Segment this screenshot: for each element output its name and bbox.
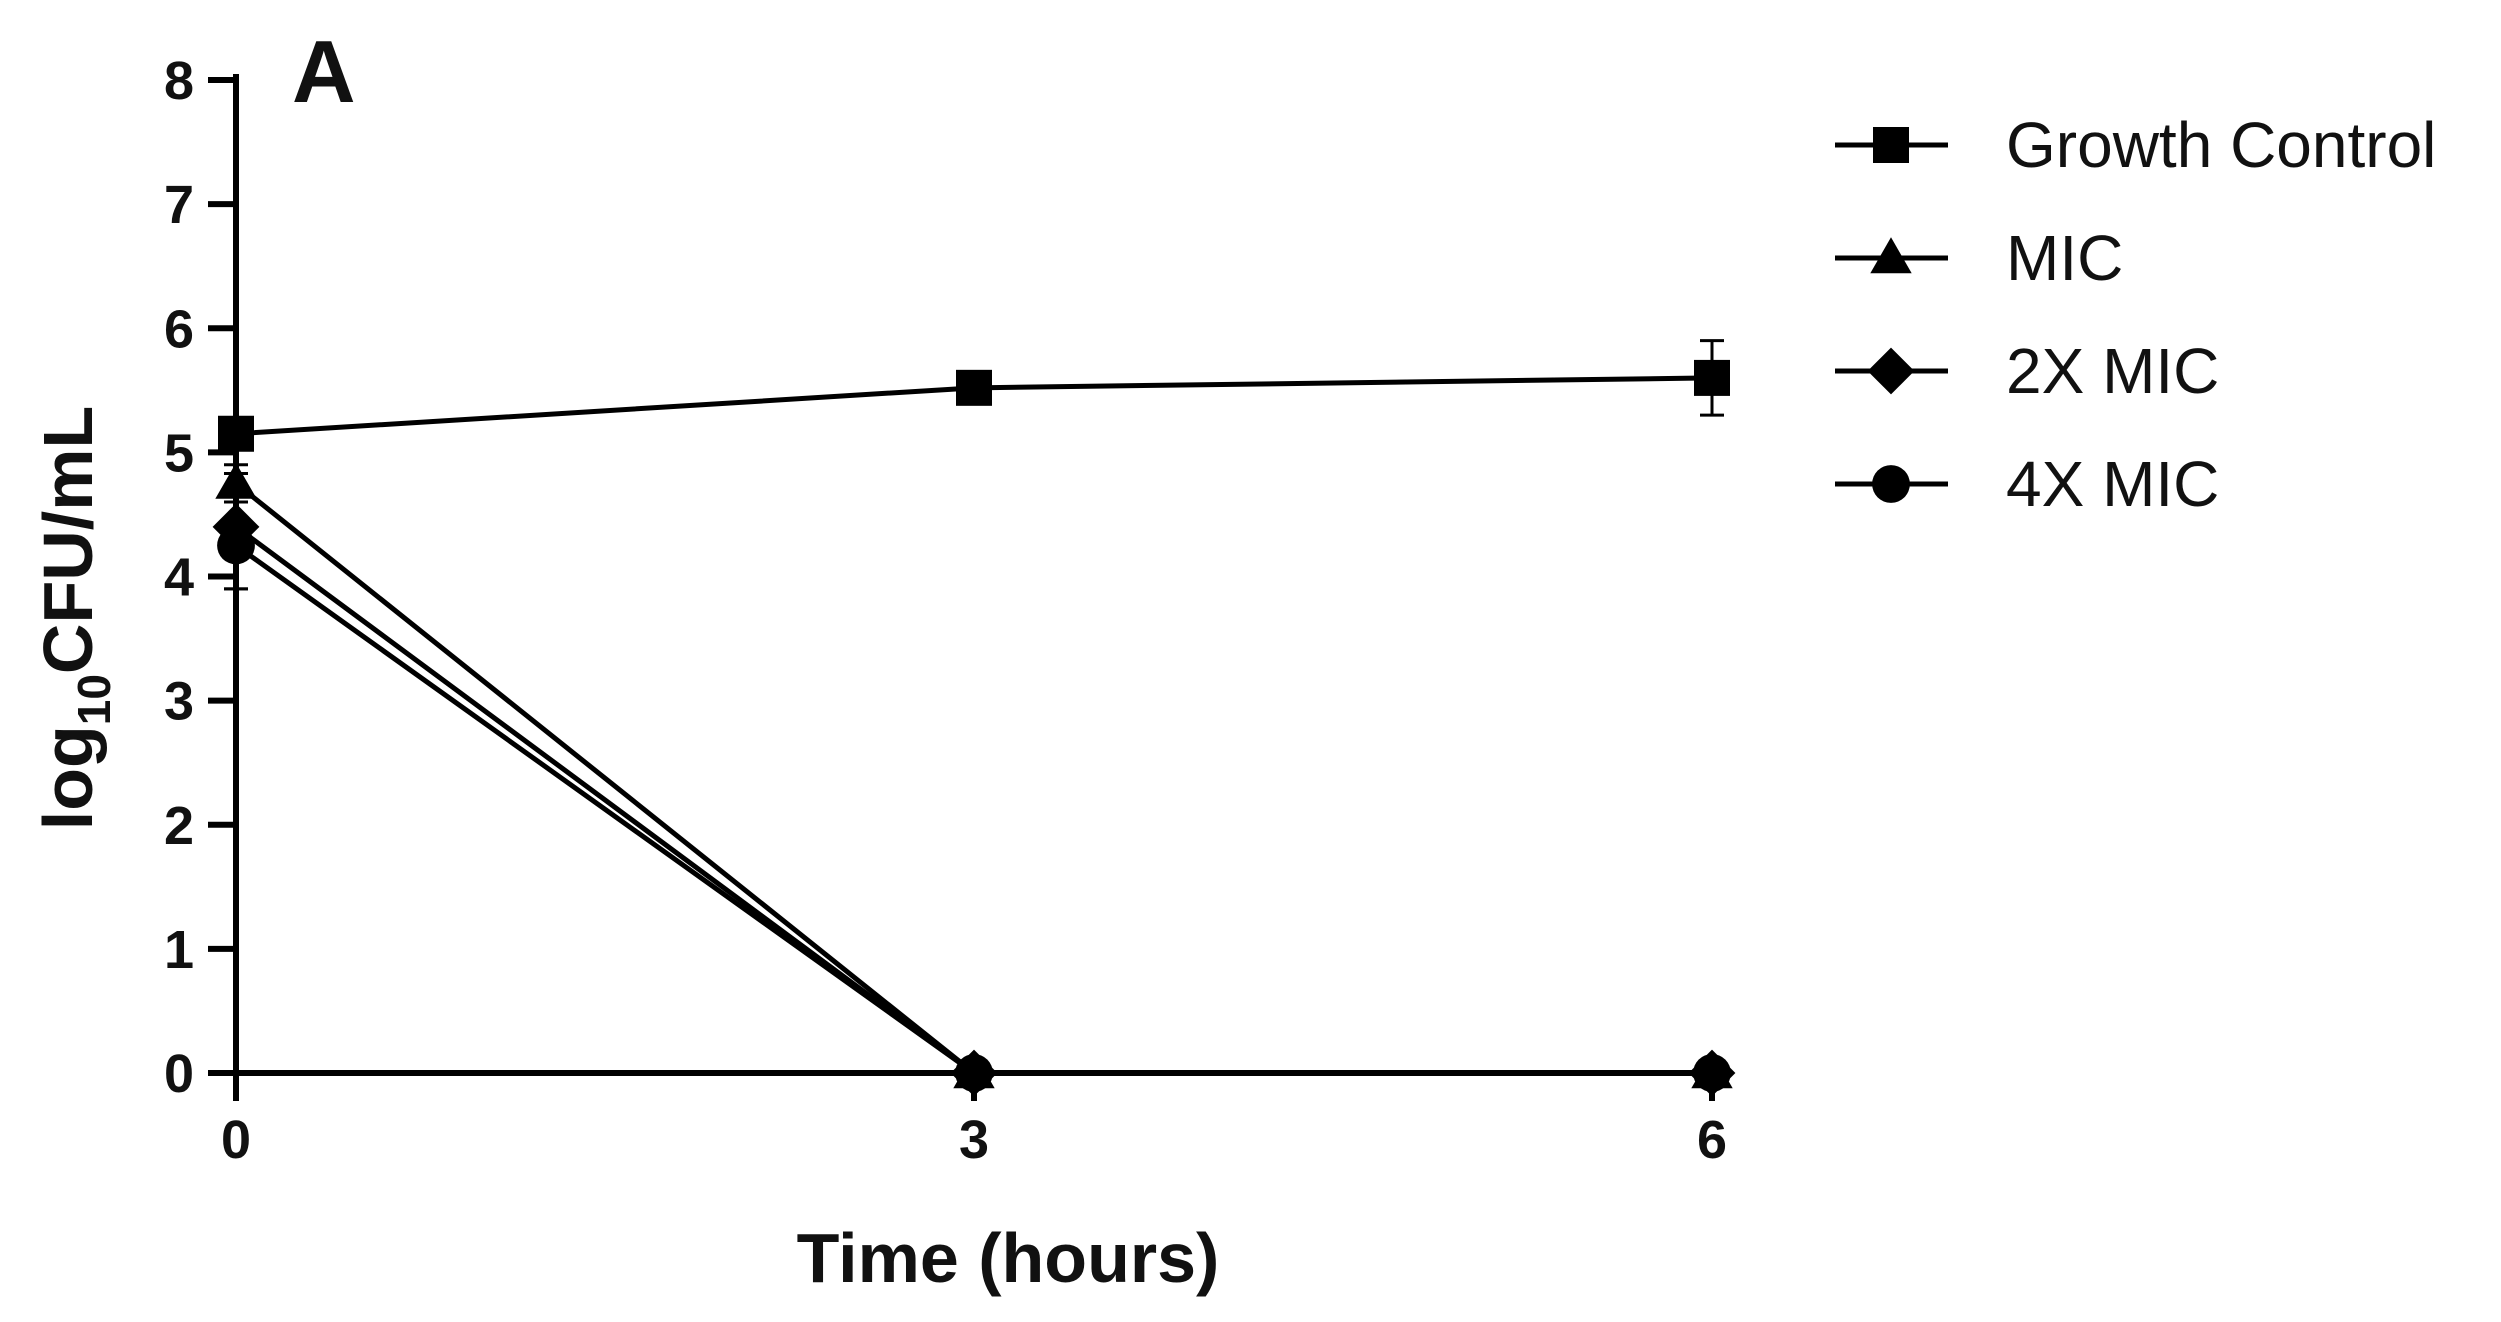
svg-text:log10CFU/mL: log10CFU/mL — [29, 406, 120, 830]
y-tick-label-3: 3 — [164, 672, 194, 732]
y-tick-label-5: 5 — [164, 423, 194, 483]
y-axis-title-subscript: 10 — [68, 674, 120, 725]
x-tick-label-3: 3 — [959, 1110, 989, 1170]
x-tick-label-0: 0 — [221, 1110, 251, 1170]
legend-item-circle: 4X MIC — [1835, 448, 2219, 520]
x-tick-label-6: 6 — [1697, 1110, 1727, 1170]
legend: Growth Control MIC 2X MIC 4X MIC — [1835, 109, 2436, 520]
legend-label: 4X MIC — [2006, 448, 2219, 520]
y-tick-label-4: 4 — [164, 548, 194, 608]
y-axis-title: log10CFU/mL — [29, 406, 120, 830]
legend-item-diamond: 2X MIC — [1835, 335, 2219, 407]
legend-label: 2X MIC — [2006, 335, 2219, 407]
y-tick-label-6: 6 — [164, 299, 194, 359]
series-triangle — [215, 462, 1733, 1089]
series-layer — [212, 339, 1736, 1097]
legend-item-square: Growth Control — [1835, 109, 2436, 181]
legend-marker-diamond — [1867, 347, 1915, 395]
legend-item-triangle: MIC — [1835, 222, 2123, 294]
legend-label: Growth Control — [2006, 109, 2436, 181]
y-tick-label-8: 8 — [164, 51, 194, 111]
y-axis-title-unit: CFU/mL — [29, 406, 107, 674]
legend-label: MIC — [2006, 222, 2123, 294]
panel-label: A — [292, 22, 356, 121]
y-tick-label-7: 7 — [164, 175, 194, 235]
data-point-circle — [217, 526, 255, 565]
series-circle — [217, 500, 1731, 1092]
legend-marker-square — [1873, 127, 1909, 163]
axes: 0 1 2 3 4 5 6 7 8 0 3 6 — [164, 51, 1727, 1170]
legend-marker-circle — [1872, 465, 1910, 503]
y-axis-title-log: log — [29, 725, 107, 830]
y-tick-label-1: 1 — [164, 920, 194, 980]
x-axis-title: Time (hours) — [797, 1219, 1220, 1297]
legend-marker-triangle — [1870, 237, 1912, 274]
data-point-square — [956, 369, 992, 406]
series-line-diamond — [234, 524, 1712, 1076]
data-point-circle — [1693, 1054, 1731, 1092]
series-line-triangle — [234, 481, 1712, 1076]
y-tick-label-0: 0 — [164, 1044, 194, 1104]
y-tick-label-2: 2 — [164, 796, 194, 856]
series-line-circle — [234, 543, 1712, 1076]
series-diamond — [212, 463, 1736, 1097]
data-point-circle — [955, 1054, 993, 1092]
data-point-square — [1694, 359, 1730, 396]
series-square — [218, 339, 1730, 452]
data-point-square — [218, 415, 254, 452]
